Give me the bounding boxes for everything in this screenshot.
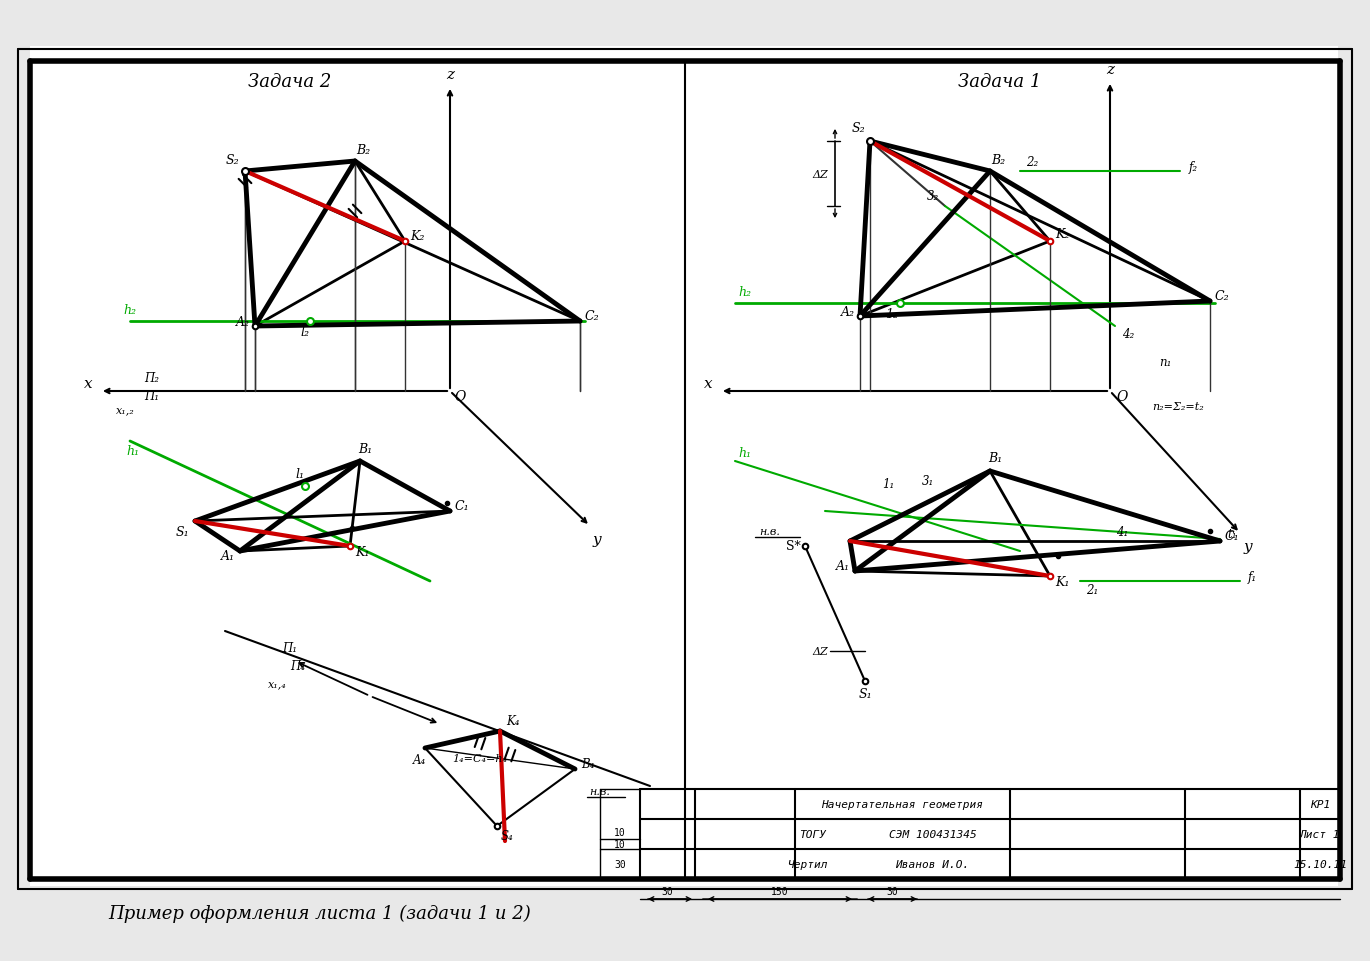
Text: S₄: S₄ (500, 829, 514, 843)
Text: K₂: K₂ (410, 231, 425, 243)
Text: B₄: B₄ (581, 757, 595, 771)
Text: K₁: K₁ (1055, 575, 1069, 588)
Text: B₂: B₂ (991, 154, 1006, 166)
Text: l₁: l₁ (296, 468, 304, 481)
Text: S₁: S₁ (858, 688, 871, 701)
Text: 4₂: 4₂ (1122, 328, 1134, 341)
Text: A₁: A₁ (836, 560, 849, 573)
Text: п₁: п₁ (1159, 356, 1171, 368)
Text: S₂: S₂ (851, 122, 864, 136)
Text: A₁: A₁ (221, 550, 236, 563)
Text: A₄: A₄ (414, 753, 426, 767)
Text: S₁: S₁ (175, 525, 189, 538)
Text: Лист 1: Лист 1 (1300, 829, 1340, 839)
Text: 1₄=C₄=h₄: 1₄=C₄=h₄ (452, 753, 507, 763)
Text: B₁: B₁ (358, 443, 373, 456)
Text: Задача 1: Задача 1 (958, 73, 1041, 91)
Text: п₂=Σ₂=t₂: п₂=Σ₂=t₂ (1152, 402, 1204, 411)
Text: x₁,₄: x₁,₄ (267, 678, 286, 688)
Text: 15.10.11: 15.10.11 (1293, 859, 1347, 869)
Text: K₁: K₁ (355, 545, 369, 558)
Text: h₂: h₂ (738, 286, 752, 299)
Text: S*: S* (785, 540, 800, 553)
Text: 3₁: 3₁ (922, 475, 934, 488)
Text: 1₁: 1₁ (882, 478, 895, 491)
Text: Начертательная геометрия: Начертательная геометрия (822, 800, 984, 809)
Text: A₂: A₂ (236, 315, 249, 328)
Text: C₁: C₁ (455, 500, 470, 513)
Text: y: y (593, 532, 601, 547)
Text: П₄: П₄ (290, 659, 306, 672)
Text: C₁: C₁ (1225, 530, 1240, 543)
Text: 4₁: 4₁ (1117, 525, 1128, 538)
Text: 30: 30 (886, 886, 897, 896)
Text: O: O (1117, 389, 1128, 404)
Text: h₂: h₂ (123, 305, 137, 317)
Text: н.в.: н.в. (759, 527, 781, 536)
Text: Чертил: Чертил (788, 859, 827, 869)
Text: 2₂: 2₂ (1026, 156, 1038, 168)
Text: 10: 10 (614, 827, 626, 837)
Text: Иванов И.О.: Иванов И.О. (896, 859, 970, 869)
Text: П₁: П₁ (282, 642, 297, 654)
Text: 3₂: 3₂ (927, 190, 938, 204)
Text: н.в.: н.в. (589, 786, 611, 796)
Text: 30: 30 (614, 859, 626, 869)
Text: 10: 10 (614, 839, 626, 850)
Text: O: O (455, 389, 466, 404)
Text: t₁: t₁ (1228, 528, 1237, 541)
Text: y: y (1244, 539, 1252, 554)
Text: 150: 150 (771, 886, 789, 896)
Text: B₂: B₂ (356, 143, 370, 157)
Text: x: x (704, 377, 712, 390)
Text: z: z (447, 68, 453, 82)
Text: x₁,₂: x₁,₂ (115, 405, 134, 414)
Text: x: x (84, 377, 92, 390)
Text: K₄: K₄ (507, 715, 519, 727)
Text: ТОГУ: ТОГУ (799, 829, 826, 839)
Text: f₂: f₂ (1188, 160, 1197, 173)
Text: КР1: КР1 (1310, 800, 1330, 809)
Text: П₁: П₁ (144, 389, 159, 402)
Text: z: z (1106, 62, 1114, 77)
Text: B₁: B₁ (988, 452, 1001, 465)
Text: ΔZ: ΔZ (812, 169, 827, 180)
Text: f₁: f₁ (1248, 570, 1256, 583)
Text: П₂: П₂ (144, 371, 159, 384)
Text: C₂: C₂ (1215, 290, 1229, 303)
Text: 1₂: 1₂ (885, 308, 899, 321)
Text: C₂: C₂ (585, 310, 599, 323)
Text: 30: 30 (662, 886, 673, 896)
Text: СЭМ 100431345: СЭМ 100431345 (889, 829, 977, 839)
Text: h₁: h₁ (738, 447, 752, 460)
Text: S₂: S₂ (225, 154, 238, 166)
Text: 2₁: 2₁ (1086, 583, 1099, 596)
Bar (30, 47, 1338, 886)
Text: h₁: h₁ (126, 445, 140, 458)
Text: A₂: A₂ (841, 306, 855, 318)
Text: ΔZ: ΔZ (812, 647, 827, 656)
Text: K₂: K₂ (1055, 227, 1069, 240)
Text: Пример оформления листа 1 (задачи 1 и 2): Пример оформления листа 1 (задачи 1 и 2) (108, 904, 532, 923)
Text: Задача 2: Задача 2 (248, 73, 332, 91)
Text: l₂: l₂ (300, 326, 310, 339)
